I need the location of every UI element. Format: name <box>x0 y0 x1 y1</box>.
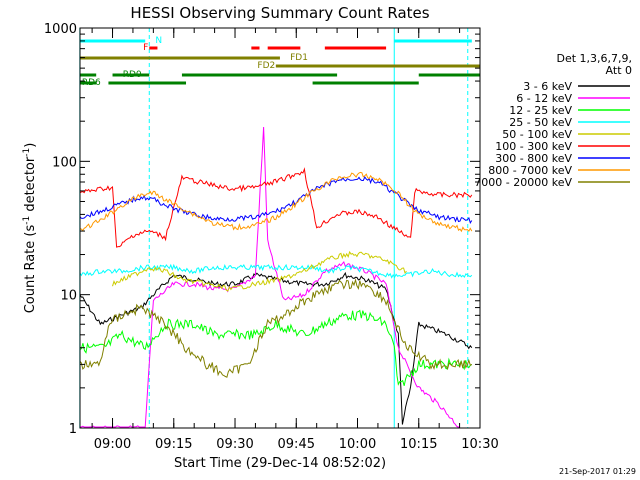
x-tick-label-6: 10:30 <box>461 437 498 452</box>
legend-label-5: 100 - 300 keV <box>495 140 572 153</box>
axes: 1 10 100 1000 09:00 09:15 09:30 09:45 10:00 10:15… <box>44 22 499 452</box>
y-tick-label-3: 1000 <box>44 22 77 37</box>
y-axis-label-end: ) <box>23 143 38 148</box>
footer-timestamp: 21-Sep-2017 01:29 <box>559 467 636 476</box>
plot-area <box>79 28 473 428</box>
legend-label-4: 50 - 100 keV <box>502 128 572 141</box>
chart-title: HESSI Observing Summary Count Rates <box>130 4 429 22</box>
legend-label-8: 7000 - 20000 keV <box>474 176 572 189</box>
plot-frame <box>79 27 481 429</box>
legend-label-7: 800 - 7000 keV <box>488 164 572 177</box>
legend-label-3: 25 - 50 keV <box>509 116 572 129</box>
series-line-8 <box>79 278 473 378</box>
y-tick-label-1: 10 <box>60 289 77 304</box>
series-line-5 <box>79 167 473 248</box>
x-axis-label: Start Time (29-Dec-14 08:52:02) <box>174 456 386 471</box>
series-line-6 <box>79 175 473 224</box>
y-axis-label-exp1: -1 <box>22 216 32 225</box>
y-axis-label-exp2: -1 <box>22 148 32 157</box>
x-tick-label-0: 09:00 <box>94 437 131 452</box>
y-tick-label-2: 100 <box>52 155 77 170</box>
x-tick-label-1: 09:15 <box>155 437 192 452</box>
x-tick-label-4: 10:00 <box>339 437 376 452</box>
series-line-4 <box>112 250 407 292</box>
legend-label-6: 300 - 800 keV <box>495 152 572 165</box>
x-tick-label-3: 09:45 <box>278 437 315 452</box>
flag-label-fd1: FD1 <box>290 53 308 63</box>
x-tick-label-5: 10:15 <box>400 437 437 452</box>
legend-label-2: 12 - 25 keV <box>509 104 572 117</box>
y-tick-label-0: 1 <box>69 422 77 437</box>
legend-header-2: Att 0 <box>606 64 632 77</box>
y-axis-label-mid: detector <box>23 156 38 216</box>
series-line-1 <box>79 126 460 428</box>
y-axis-label: Count Rate (s-1 detector-1) <box>22 143 38 314</box>
series-line-3 <box>79 263 473 279</box>
x-tick-label-2: 09:30 <box>216 437 253 452</box>
flag-label-f: F <box>143 43 148 53</box>
flag-label-n: N <box>155 36 162 46</box>
legend-header-1: Det 1,3,6,7,9, <box>556 52 632 65</box>
series-line-0 <box>79 271 473 425</box>
legend-label-1: 6 - 12 keV <box>516 92 572 105</box>
series-line-2 <box>79 309 473 386</box>
series-line-7 <box>79 171 473 233</box>
flag-label-rd0: RD0 <box>123 70 142 80</box>
flag-label-fd2: FD2 <box>257 61 275 71</box>
legend-label-0: 3 - 6 keV <box>523 80 572 93</box>
flag-bars: NF FD1 FD2 RD0 RD6 <box>79 36 480 88</box>
y-axis-label-main: Count Rate (s <box>23 225 38 314</box>
flag-label-rd6: RD6 <box>82 78 101 88</box>
